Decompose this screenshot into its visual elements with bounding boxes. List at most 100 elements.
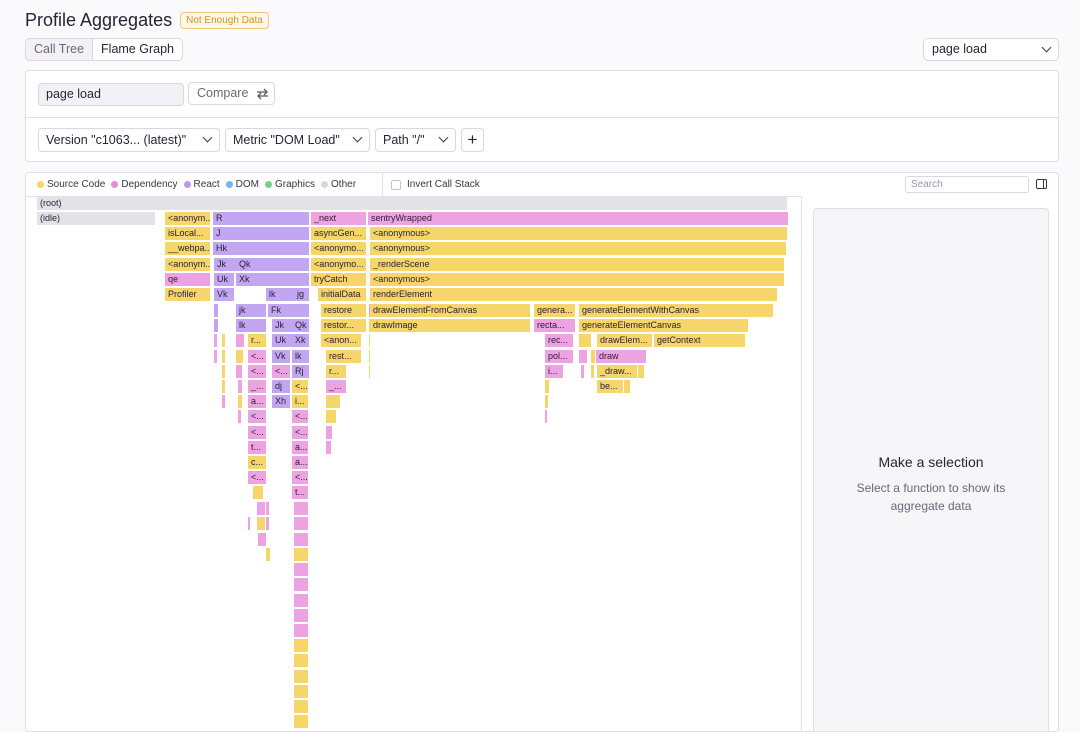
flame-frame[interactable]: Hk xyxy=(213,242,309,255)
flame-frame[interactable]: draw xyxy=(596,350,646,363)
flame-frame[interactable]: restor... xyxy=(321,319,366,332)
flame-frame[interactable]: drawElem... xyxy=(597,334,652,347)
flame-frame-sliver[interactable] xyxy=(257,517,265,530)
flame-frame[interactable]: tryCatch xyxy=(311,273,366,286)
metric-select[interactable]: Metric "DOM Load" xyxy=(225,128,370,152)
flame-frame[interactable]: Qk xyxy=(236,258,309,271)
flame-frame-sliver[interactable] xyxy=(294,624,308,637)
flame-frame-sliver[interactable] xyxy=(214,334,217,347)
add-filter-button[interactable]: + xyxy=(461,128,484,152)
flame-frame[interactable]: a... xyxy=(292,441,308,454)
flame-frame-sliver[interactable] xyxy=(294,548,308,561)
flame-frame-sliver[interactable] xyxy=(258,533,266,546)
flame-frame[interactable]: <anonym... xyxy=(165,212,210,225)
flame-frame-sliver[interactable] xyxy=(236,365,242,378)
flame-frame[interactable]: _... xyxy=(248,380,266,393)
flame-frame-sliver[interactable] xyxy=(294,670,308,683)
flame-frame[interactable]: asyncGen... xyxy=(311,227,366,240)
flame-frame-sliver[interactable] xyxy=(222,380,225,393)
flame-frame[interactable]: generateElementWithCanvas xyxy=(579,304,773,317)
flame-frame[interactable]: <... xyxy=(292,410,308,423)
flame-frame-sliver[interactable] xyxy=(236,350,243,363)
flame-frame-sliver[interactable] xyxy=(545,410,547,423)
flame-frame[interactable]: <... xyxy=(292,380,308,393)
flame-frame-sliver[interactable] xyxy=(326,441,331,454)
flame-frame[interactable]: lk xyxy=(236,319,266,332)
flame-frame[interactable]: <... xyxy=(292,471,308,484)
sidebar-toggle-icon[interactable] xyxy=(1036,179,1047,189)
path-select[interactable]: Path "/" xyxy=(375,128,456,152)
flame-frame-sliver[interactable] xyxy=(214,350,217,363)
flame-frame[interactable]: lk xyxy=(292,350,309,363)
flame-frame[interactable]: t... xyxy=(292,486,308,499)
flame-frame[interactable]: qe xyxy=(165,273,210,286)
flame-frame[interactable]: i... xyxy=(545,365,563,378)
flame-frame-sliver[interactable] xyxy=(369,319,370,332)
flame-frame-sliver[interactable] xyxy=(238,410,241,423)
flame-frame-sliver[interactable] xyxy=(545,395,548,408)
flame-frame-sliver[interactable] xyxy=(266,502,269,515)
flame-frame[interactable]: <... xyxy=(248,426,266,439)
flame-frame[interactable]: <... xyxy=(272,365,290,378)
flame-frame[interactable]: rest... xyxy=(326,350,361,363)
flame-frame[interactable]: r... xyxy=(248,334,266,347)
invert-call-stack-toggle[interactable]: Invert Call Stack xyxy=(391,179,480,190)
flame-frame-sliver[interactable] xyxy=(222,350,225,363)
flame-frame[interactable]: <... xyxy=(248,410,266,423)
tab-flame-graph[interactable]: Flame Graph xyxy=(92,39,182,60)
flame-frame-sliver[interactable] xyxy=(248,517,250,530)
flame-frame[interactable]: initialData xyxy=(318,288,366,301)
flame-frame-sliver[interactable] xyxy=(222,365,225,378)
flame-frame-sliver[interactable] xyxy=(369,365,370,378)
flame-frame-sliver[interactable] xyxy=(624,380,630,393)
flame-frame-sliver[interactable] xyxy=(294,533,308,546)
flame-frame[interactable]: <... xyxy=(248,350,266,363)
flame-frame[interactable]: <anon... xyxy=(321,334,361,347)
flame-frame[interactable]: Jk xyxy=(214,258,236,271)
flame-frame[interactable]: Uk xyxy=(214,273,234,286)
flame-frame[interactable]: Vk xyxy=(272,350,290,363)
flame-frame-sliver[interactable] xyxy=(294,654,308,667)
tab-call-tree[interactable]: Call Tree xyxy=(34,42,85,56)
flame-frame-sliver[interactable] xyxy=(591,350,595,363)
flame-frame[interactable]: a... xyxy=(248,395,266,408)
flame-frame[interactable]: _renderScene xyxy=(370,258,784,271)
flame-frame-sliver[interactable] xyxy=(294,502,308,515)
flame-frame-sliver[interactable] xyxy=(369,334,370,347)
flame-frame[interactable]: <anonymo... xyxy=(311,258,366,271)
flame-frame-sliver[interactable] xyxy=(214,304,218,317)
flame-frame-sliver[interactable] xyxy=(222,334,225,347)
flame-frame[interactable]: _draw... xyxy=(597,365,637,378)
flame-frame[interactable]: be... xyxy=(597,380,623,393)
flame-frame-sliver[interactable] xyxy=(591,365,594,378)
flame-frame-sliver[interactable] xyxy=(253,486,263,499)
flame-frame-sliver[interactable] xyxy=(257,502,265,515)
flame-frame[interactable]: pol... xyxy=(545,350,573,363)
flame-frame[interactable]: restore xyxy=(321,304,366,317)
flame-frame-sliver[interactable] xyxy=(369,350,370,363)
flame-frame[interactable]: dj xyxy=(272,380,290,393)
flame-frame-sliver[interactable] xyxy=(326,426,332,439)
flame-frame-sliver[interactable] xyxy=(294,639,308,652)
flame-frame[interactable]: Qk xyxy=(292,319,309,332)
flame-frame[interactable]: drawElementFromCanvas xyxy=(370,304,530,317)
flame-frame[interactable]: lk xyxy=(266,288,294,301)
flame-frame-sliver[interactable] xyxy=(638,365,644,378)
flame-frame-sliver[interactable] xyxy=(238,395,242,408)
flame-frame[interactable]: <... xyxy=(292,426,308,439)
flame-frame-sliver[interactable] xyxy=(579,350,587,363)
flame-frame-sliver[interactable] xyxy=(326,395,340,408)
flame-frame[interactable]: Xh xyxy=(272,395,290,408)
flame-frame-sliver[interactable] xyxy=(238,380,242,393)
flame-frame[interactable]: <anonymous> xyxy=(370,227,787,240)
flame-frame[interactable]: (root) xyxy=(37,197,787,210)
compare-button[interactable]: Compare xyxy=(188,82,275,105)
flame-frame[interactable]: jk xyxy=(236,304,266,317)
flame-frame[interactable]: <... xyxy=(248,365,266,378)
flame-frame[interactable]: <anonym... xyxy=(165,258,210,271)
flame-frame-sliver[interactable] xyxy=(294,700,308,713)
flame-frame-sliver[interactable] xyxy=(222,395,225,408)
flame-frame[interactable]: __webpa... xyxy=(165,242,210,255)
flame-frame-sliver[interactable] xyxy=(294,685,308,698)
flame-frame-sliver[interactable] xyxy=(545,380,549,393)
